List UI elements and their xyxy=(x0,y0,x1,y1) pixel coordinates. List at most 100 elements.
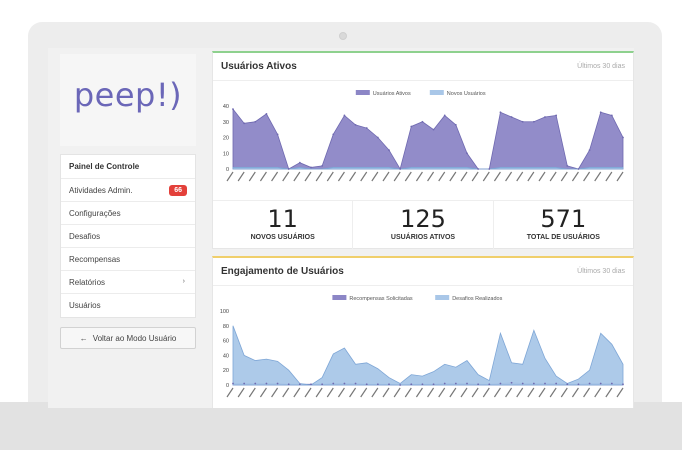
notification-badge: 66 xyxy=(169,185,187,196)
x-tick-mark xyxy=(605,171,613,182)
data-point xyxy=(388,149,390,151)
data-point xyxy=(332,133,335,136)
stat-value: 125 xyxy=(400,205,446,233)
series-area-1 xyxy=(232,325,624,386)
panel-title: Usuários Ativos xyxy=(221,61,297,72)
data-point xyxy=(399,384,402,386)
x-tick-mark xyxy=(516,387,524,398)
data-point xyxy=(298,161,301,164)
legend-swatch xyxy=(332,295,347,300)
data-point xyxy=(287,383,290,386)
sidebar-item-relatorios[interactable]: Relatórios › xyxy=(61,271,195,294)
data-point xyxy=(354,382,357,385)
x-tick-mark xyxy=(505,171,513,182)
arrow-left-icon: ← xyxy=(79,333,88,343)
sidebar-item-recompensas[interactable]: Recompensas xyxy=(61,248,195,271)
stat-new-users: 11 NOVOS USUÁRIOS xyxy=(213,201,354,249)
panel-header: Engajamento de Usuários Últimos 30 dias xyxy=(213,258,633,286)
data-point xyxy=(622,136,624,139)
x-tick-mark xyxy=(438,171,446,182)
sidebar-item-label: Desafios xyxy=(69,231,101,241)
sidebar-item-atividades-admin[interactable]: Atividades Admin. 66 xyxy=(61,179,195,202)
data-point xyxy=(421,383,424,386)
back-to-user-mode-button[interactable]: ← Voltar ao Modo Usuário xyxy=(60,327,196,349)
sidebar: peep!) Painel de Controle Atividades Adm… xyxy=(60,54,196,349)
x-tick-mark xyxy=(460,387,468,398)
x-tick-mark xyxy=(382,387,390,398)
data-point xyxy=(243,122,246,125)
data-point xyxy=(499,382,502,385)
x-tick-mark xyxy=(404,387,412,398)
legend-label: Recompensas Solicitadas xyxy=(349,296,413,302)
y-tick-label: 0 xyxy=(226,167,229,173)
x-tick-mark xyxy=(594,387,602,398)
data-point xyxy=(432,128,435,131)
x-tick-mark xyxy=(326,171,334,182)
data-point xyxy=(443,114,446,117)
x-tick-mark xyxy=(449,171,457,182)
x-tick-mark xyxy=(505,387,513,398)
x-tick-mark xyxy=(560,171,568,182)
panel-header: Usuários Ativos Últimos 30 dias xyxy=(213,53,633,81)
x-tick-mark xyxy=(282,387,290,398)
data-point xyxy=(521,382,524,385)
period-label[interactable]: Últimos 30 dias xyxy=(577,268,625,275)
x-tick-mark xyxy=(293,171,301,182)
data-point xyxy=(243,382,246,385)
x-tick-mark xyxy=(415,387,423,398)
sidebar-item-label: Painel de Controle xyxy=(69,162,140,171)
y-tick-label: 60 xyxy=(223,339,229,345)
x-tick-mark xyxy=(293,387,301,398)
x-tick-mark xyxy=(337,171,345,182)
data-point xyxy=(410,383,413,386)
engagement-chart: Recompensas Solicitadas Desafios Realizad… xyxy=(220,295,624,398)
x-tick-mark xyxy=(527,387,535,398)
data-point xyxy=(421,120,424,123)
stat-label: TOTAL DE USUÁRIOS xyxy=(526,234,600,241)
x-tick-mark xyxy=(393,171,401,182)
x-tick-mark xyxy=(248,171,256,182)
x-tick-mark xyxy=(571,171,579,182)
data-point xyxy=(354,124,357,126)
stat-value: 571 xyxy=(540,205,587,233)
peep-logo[interactable]: peep!) xyxy=(73,76,183,114)
data-point xyxy=(532,120,535,123)
data-point xyxy=(510,116,513,118)
legend-label: Usuários Ativos xyxy=(373,91,411,97)
data-point xyxy=(276,382,279,385)
period-label[interactable]: Últimos 30 dias xyxy=(577,63,625,70)
sidebar-item-usuarios[interactable]: Usuários xyxy=(61,294,195,317)
x-tick-mark xyxy=(360,387,368,398)
x-tick-mark xyxy=(271,171,279,182)
x-tick-mark xyxy=(315,171,323,182)
data-point xyxy=(454,124,457,126)
data-point xyxy=(332,382,335,385)
data-point xyxy=(477,383,480,386)
sidebar-item-painel-de-controle[interactable]: Painel de Controle xyxy=(61,155,195,179)
y-tick-label: 40 xyxy=(223,353,229,359)
data-point xyxy=(232,108,234,111)
stat-total-users: 571 TOTAL DE USUÁRIOS xyxy=(494,201,633,249)
data-point xyxy=(321,383,324,386)
legend-label: Novos Usuários xyxy=(447,91,486,97)
y-tick-label: 10 xyxy=(223,151,229,157)
data-point xyxy=(365,127,368,129)
data-point xyxy=(276,133,279,136)
x-tick-mark xyxy=(271,387,279,398)
sidebar-item-desafios[interactable]: Desafios xyxy=(61,225,195,248)
y-tick-label: 20 xyxy=(223,368,229,374)
data-point xyxy=(577,383,580,386)
x-tick-mark xyxy=(438,387,446,398)
stat-label: NOVOS USUÁRIOS xyxy=(250,234,315,241)
x-tick-mark xyxy=(482,171,490,182)
x-tick-mark xyxy=(482,387,490,398)
back-button-label: Voltar ao Modo Usuário xyxy=(92,333,177,343)
x-tick-mark xyxy=(371,387,379,398)
x-tick-mark xyxy=(471,387,479,398)
sidebar-item-configuracoes[interactable]: Configurações xyxy=(61,202,195,225)
y-tick-label: 100 xyxy=(220,309,229,315)
data-point xyxy=(432,383,435,386)
legend-swatch xyxy=(429,90,444,95)
data-point xyxy=(287,168,290,170)
x-tick-mark xyxy=(538,387,546,398)
